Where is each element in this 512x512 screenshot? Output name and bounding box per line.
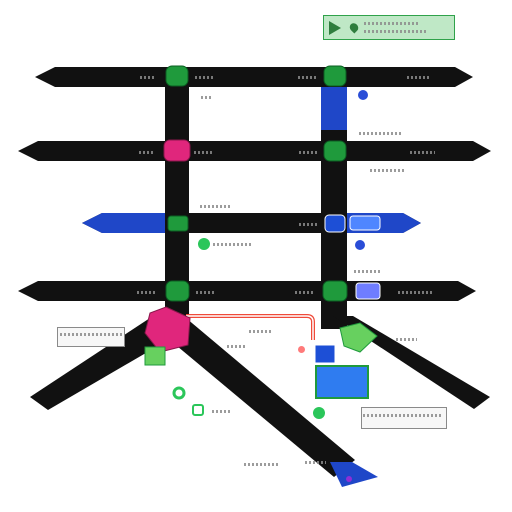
parking-icon[interactable] (314, 344, 336, 364)
label-placeholder (370, 169, 406, 172)
transit-stop-icon[interactable] (144, 346, 166, 366)
location-pin-icon (347, 21, 361, 34)
label-placeholder (396, 338, 417, 341)
label-placeholder (200, 205, 232, 208)
transit-stop-icon[interactable] (165, 65, 189, 87)
road-row-1[interactable] (35, 67, 473, 87)
label-placeholder (195, 76, 213, 79)
location-marker[interactable] (346, 476, 352, 482)
label-placeholder (60, 333, 122, 336)
label-placeholder (359, 132, 401, 135)
transit-stop-icon[interactable] (322, 280, 348, 302)
label-placeholder (410, 151, 435, 154)
direction-arrow-icon (329, 21, 341, 35)
road-diagonal-sw[interactable] (30, 318, 175, 410)
label-placeholder (201, 96, 212, 99)
info-note-right[interactable] (361, 407, 447, 429)
location-marker[interactable] (313, 407, 325, 419)
label-placeholder (298, 76, 316, 79)
status-marker[interactable] (192, 404, 204, 416)
label-placeholder (227, 345, 245, 348)
road-row-2[interactable] (18, 141, 491, 161)
label-placeholder (212, 410, 232, 413)
transit-stop-icon[interactable] (167, 215, 189, 232)
train-icon[interactable] (349, 215, 381, 231)
markers (172, 90, 368, 482)
road-diagonal-se-lower[interactable] (165, 318, 355, 477)
road-highlight-left[interactable] (82, 213, 165, 233)
route-line-inner (186, 315, 314, 340)
nodes (144, 65, 381, 399)
label-placeholder (363, 414, 443, 417)
label-placeholder (398, 291, 432, 294)
label-placeholder (140, 76, 156, 79)
location-marker[interactable] (172, 386, 186, 400)
bus-stop-icon[interactable] (163, 139, 191, 162)
location-marker[interactable] (198, 238, 210, 250)
label-placeholder (305, 461, 326, 464)
label-placeholder (196, 291, 215, 294)
label-placeholder (354, 270, 381, 273)
transit-stop-icon[interactable] (323, 65, 347, 87)
transit-stop-icon[interactable] (339, 322, 378, 353)
label-placeholder (295, 291, 315, 294)
label-placeholder (244, 463, 278, 466)
label-placeholder (213, 243, 253, 246)
transit-stop-icon[interactable] (165, 280, 190, 302)
label-placeholder (299, 151, 317, 154)
road-diagonal-end-highlight[interactable] (330, 462, 378, 487)
info-note-left[interactable] (57, 327, 125, 347)
label-placeholder (364, 30, 428, 33)
train-icon[interactable] (315, 365, 369, 399)
label-placeholder (299, 223, 317, 226)
parking-icon[interactable] (324, 214, 346, 233)
label-placeholder (364, 22, 420, 25)
road-vertical-right-highlight[interactable] (321, 87, 347, 130)
location-marker[interactable] (355, 240, 365, 250)
train-icon[interactable] (355, 282, 381, 300)
transit-stop-icon[interactable] (323, 140, 347, 162)
location-marker[interactable] (358, 90, 368, 100)
label-placeholder (137, 291, 155, 294)
label-placeholder (249, 330, 273, 333)
label-placeholder (407, 76, 431, 79)
map-legend-card[interactable] (323, 15, 455, 40)
small-circle-marker (298, 346, 305, 353)
label-placeholder (139, 151, 155, 154)
label-placeholder (194, 151, 212, 154)
